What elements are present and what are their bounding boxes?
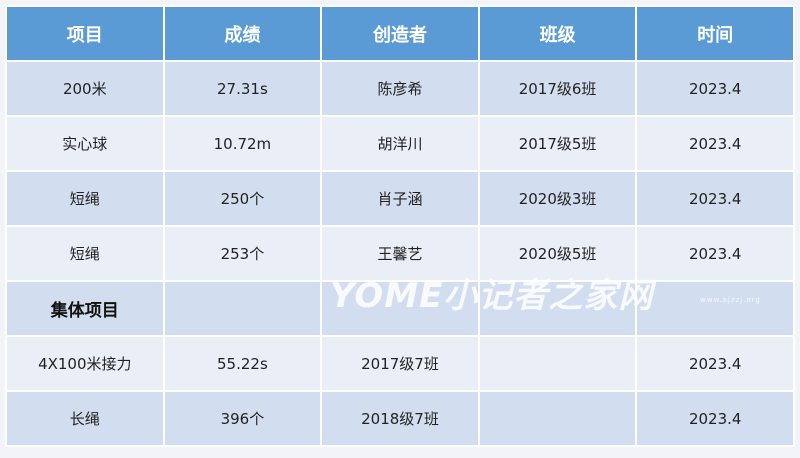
cell: 2023.4 xyxy=(635,60,795,117)
table-row: 200米 27.31s 陈彦希 2017级6班 2023.4 xyxy=(5,60,795,117)
cell: 2017级5班 xyxy=(477,115,638,172)
cell: 2023.4 xyxy=(635,390,795,447)
cell: 10.72m xyxy=(162,115,323,172)
header-project: 项目 xyxy=(5,5,165,62)
cell: 实心球 xyxy=(5,115,165,172)
cell: 王馨艺 xyxy=(320,225,480,282)
table-row: 短绳 250个 肖子涵 2020级3班 2023.4 xyxy=(5,170,795,227)
cell: 27.31s xyxy=(162,60,323,117)
cell xyxy=(477,280,638,337)
table-row: 4X100米接力 55.22s 2017级7班 2023.4 xyxy=(5,335,795,392)
cell: 4X100米接力 xyxy=(5,335,165,392)
cell: 396个 xyxy=(162,390,323,447)
table-row: 短绳 253个 王馨艺 2020级5班 2023.4 xyxy=(5,225,795,282)
cell: 2018级7班 xyxy=(320,390,480,447)
header-score: 成绩 xyxy=(162,5,323,62)
table-row: 实心球 10.72m 胡洋川 2017级5班 2023.4 xyxy=(5,115,795,172)
cell xyxy=(635,280,795,337)
cell xyxy=(320,280,480,337)
header-time: 时间 xyxy=(635,5,795,62)
cell xyxy=(477,390,638,447)
cell: 2017级6班 xyxy=(477,60,638,117)
cell: 253个 xyxy=(162,225,323,282)
cell: 肖子涵 xyxy=(320,170,480,227)
watermark-url: www.xjzzj.org xyxy=(700,296,761,304)
cell: 2023.4 xyxy=(635,225,795,282)
cell: 2023.4 xyxy=(635,335,795,392)
cell: 短绳 xyxy=(5,225,165,282)
section-title: 集体项目 xyxy=(5,280,165,337)
cell: 55.22s xyxy=(162,335,323,392)
cell xyxy=(162,280,323,337)
cell xyxy=(477,335,638,392)
cell: 2017级7班 xyxy=(320,335,480,392)
cell: 陈彦希 xyxy=(320,60,480,117)
table-row: 长绳 396个 2018级7班 2023.4 xyxy=(5,390,795,447)
cell: 2020级3班 xyxy=(477,170,638,227)
cell: 短绳 xyxy=(5,170,165,227)
cell: 2020级5班 xyxy=(477,225,638,282)
cell: 250个 xyxy=(162,170,323,227)
watermark-logo: YOME小记者之家网 xyxy=(330,276,654,316)
cell: 胡洋川 xyxy=(320,115,480,172)
header-row: 项目 成绩 创造者 班级 时间 xyxy=(5,5,795,62)
cell: 长绳 xyxy=(5,390,165,447)
cell: 200米 xyxy=(5,60,165,117)
header-creator: 创造者 xyxy=(320,5,480,62)
header-class: 班级 xyxy=(477,5,638,62)
records-table: 项目 成绩 创造者 班级 时间 200米 27.31s 陈彦希 2017级6班 … xyxy=(5,5,795,447)
section-row: 集体项目 xyxy=(5,280,795,337)
cell: 2023.4 xyxy=(635,115,795,172)
cell: 2023.4 xyxy=(635,170,795,227)
